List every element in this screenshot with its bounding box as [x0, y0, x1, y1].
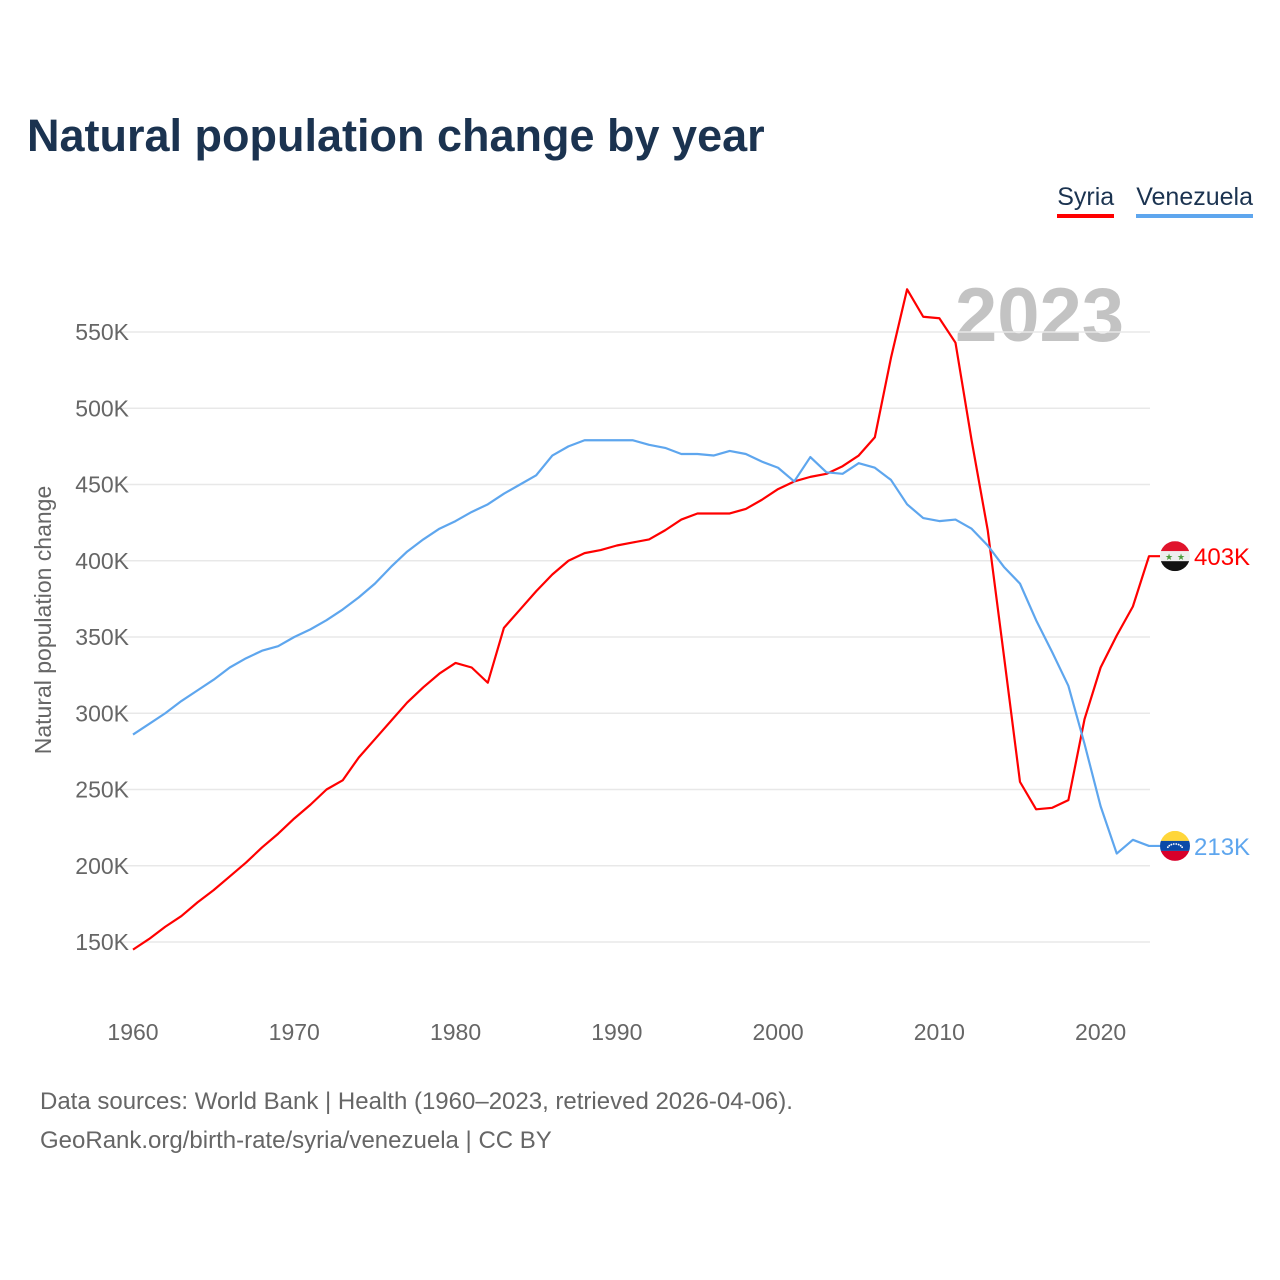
x-tick-label: 2010 [914, 1019, 965, 1045]
x-tick-label: 1990 [591, 1019, 642, 1045]
end-value-label: 403K [1194, 544, 1250, 571]
y-tick-label: 150K [75, 929, 129, 955]
legend-syria[interactable]: Syria [1057, 183, 1115, 218]
legend: Syria Venezuela [1057, 183, 1253, 218]
y-tick-label: 350K [75, 624, 129, 650]
attribution-line[interactable]: GeoRank.org/birth-rate/syria/venezuela |… [40, 1127, 552, 1154]
venezuela-flag-icon [1160, 830, 1190, 861]
current-year-label: 2023 [955, 273, 1125, 358]
legend-venezuela[interactable]: Venezuela [1136, 183, 1253, 218]
chart-title: Natural population change by year [27, 110, 765, 161]
y-axis-label: Natural population change [30, 486, 56, 755]
y-tick-label: 250K [75, 777, 129, 803]
end-value-label: 213K [1194, 834, 1250, 861]
x-tick-label: 2020 [1075, 1019, 1126, 1045]
y-tick-label: 400K [75, 548, 129, 574]
x-tick-label: 1960 [107, 1019, 158, 1045]
svg-text:★: ★ [1165, 552, 1173, 562]
syria-flag-icon: ★ ★ [1160, 541, 1190, 572]
y-tick-label: 500K [75, 395, 129, 421]
svg-text:★: ★ [1177, 552, 1185, 562]
y-tick-label: 300K [75, 700, 129, 726]
x-tick-label: 1980 [430, 1019, 481, 1045]
source-line: Data sources: World Bank | Health (1960–… [40, 1088, 793, 1115]
x-tick-label: 1970 [269, 1019, 320, 1045]
y-tick-label: 550K [75, 319, 129, 345]
y-tick-label: 200K [75, 853, 129, 879]
series-line-syria[interactable] [132, 288, 1160, 951]
x-tick-label: 2000 [752, 1019, 803, 1045]
y-tick-label: 450K [75, 472, 129, 498]
series-line-venezuela[interactable] [132, 439, 1160, 855]
